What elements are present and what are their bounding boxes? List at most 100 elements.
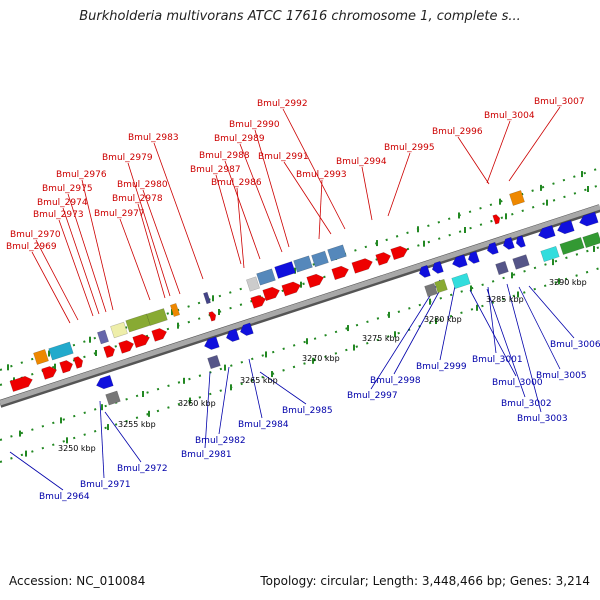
forward-gene-label[interactable]: Bmul_2975 <box>42 184 93 194</box>
forward-gene-arrow[interactable] <box>151 327 169 342</box>
forward-gene-arrow[interactable] <box>390 244 410 261</box>
reverse-gene-arrow[interactable] <box>467 250 480 265</box>
reverse-gene-arrow[interactable] <box>537 224 556 240</box>
forward-gene-arrow[interactable] <box>250 294 268 309</box>
forward-gene-arrow[interactable] <box>9 374 34 392</box>
forward-gene-label[interactable]: Bmul_2978 <box>112 194 163 204</box>
forward-gene-box[interactable] <box>293 255 313 273</box>
reverse-gene-box[interactable] <box>582 231 600 249</box>
forward-gene-arrow[interactable] <box>103 344 117 359</box>
forward-gene-arrow[interactable] <box>262 285 282 302</box>
reverse-gene-arrow[interactable] <box>431 260 444 275</box>
forward-gene-label[interactable]: Bmul_2994 <box>336 157 387 167</box>
reverse-gene-box[interactable] <box>207 354 221 370</box>
forward-gene-arrow[interactable] <box>331 264 351 281</box>
forward-gene-box[interactable] <box>48 341 74 361</box>
reverse-gene-label[interactable]: Bmul_2997 <box>347 391 398 401</box>
forward-gene-arrow[interactable] <box>132 332 152 349</box>
forward-gene-label[interactable]: Bmul_2988 <box>199 151 250 161</box>
forward-gene-arrow[interactable] <box>73 356 84 369</box>
forward-gene-label[interactable]: Bmul_2970 <box>10 230 61 240</box>
forward-gene-arrow[interactable] <box>351 257 374 274</box>
reverse-gene-label[interactable]: Bmul_2981 <box>181 450 232 460</box>
reverse-gene-label[interactable]: Bmul_2985 <box>282 406 333 416</box>
forward-gene-leader <box>283 161 332 235</box>
forward-gene-label[interactable]: Bmul_2995 <box>384 143 435 153</box>
reverse-gene-box[interactable] <box>424 282 438 298</box>
reverse-gene-label[interactable]: Bmul_3002 <box>501 399 552 409</box>
forward-gene-box[interactable] <box>509 190 525 206</box>
forward-gene-label[interactable]: Bmul_3007 <box>534 97 585 107</box>
reverse-gene-label[interactable]: Bmul_2998 <box>370 376 421 386</box>
reverse-gene-box[interactable] <box>559 237 585 255</box>
forward-gene-label[interactable]: Bmul_2974 <box>37 198 88 208</box>
reverse-gene-label[interactable]: Bmul_2999 <box>416 362 467 372</box>
reverse-gene-arrow[interactable] <box>514 235 526 249</box>
reverse-gene-box[interactable] <box>203 291 211 305</box>
forward-gene-label[interactable]: Bmul_2989 <box>214 134 265 144</box>
reverse-gene-label[interactable]: Bmul_3001 <box>472 355 523 365</box>
forward-gene-box[interactable] <box>327 244 347 262</box>
forward-gene-label[interactable]: Bmul_2980 <box>117 180 168 190</box>
forward-gene-box[interactable] <box>146 308 168 326</box>
forward-gene-box[interactable] <box>110 321 128 339</box>
forward-gene-label[interactable]: Bmul_3004 <box>484 111 535 121</box>
reverse-gene-box[interactable] <box>512 254 530 270</box>
forward-gene-label[interactable]: Bmul_2986 <box>211 178 262 188</box>
reverse-gene-label[interactable]: Bmul_2971 <box>80 480 131 490</box>
reverse-gene-arrow[interactable] <box>578 211 599 228</box>
forward-gene-arrow[interactable] <box>59 359 75 374</box>
forward-gene-arrow[interactable] <box>118 339 136 354</box>
reverse-gene-label[interactable]: Bmul_3003 <box>517 414 568 424</box>
forward-gene-arrow[interactable] <box>41 365 59 380</box>
forward-gene-box[interactable] <box>246 276 260 292</box>
forward-gene-label[interactable]: Bmul_2996 <box>432 127 483 137</box>
reverse-gene-arrow[interactable] <box>418 264 431 279</box>
forward-gene-label[interactable]: Bmul_2973 <box>33 210 84 220</box>
reverse-gene-label[interactable]: Bmul_2984 <box>238 420 289 430</box>
reverse-gene-box[interactable] <box>434 278 448 294</box>
forward-gene-arrow[interactable] <box>492 214 501 225</box>
reverse-gene-arrow[interactable] <box>239 322 254 337</box>
forward-gene-label[interactable]: Bmul_2990 <box>229 120 280 130</box>
reverse-gene-label[interactable]: Bmul_2982 <box>195 436 246 446</box>
reverse-gene-arrow[interactable] <box>486 241 499 256</box>
accession-text: Accession: NC_010084 <box>9 574 146 588</box>
forward-gene-box[interactable] <box>311 250 329 268</box>
reverse-gene-arrow[interactable] <box>556 219 575 235</box>
forward-gene-box[interactable] <box>33 349 49 365</box>
reverse-gene-box[interactable] <box>105 390 121 406</box>
forward-gene-arrow[interactable] <box>208 311 217 322</box>
forward-gene-arrow[interactable] <box>281 280 303 297</box>
forward-gene-arrow[interactable] <box>306 272 326 289</box>
reverse-gene-label[interactable]: Bmul_2972 <box>117 464 168 474</box>
reverse-gene-label[interactable]: Bmul_3000 <box>492 378 543 388</box>
forward-gene-box[interactable] <box>169 303 181 317</box>
reverse-gene-box[interactable] <box>495 260 509 276</box>
reverse-gene-arrow[interactable] <box>502 236 515 251</box>
forward-gene-box[interactable] <box>256 268 276 286</box>
forward-gene-box[interactable] <box>125 313 151 333</box>
forward-gene-label[interactable]: Bmul_2976 <box>56 170 107 180</box>
reverse-gene-box[interactable] <box>451 272 471 290</box>
reverse-gene-label[interactable]: Bmul_3006 <box>550 340 600 350</box>
forward-gene-box[interactable] <box>274 261 296 279</box>
reverse-gene-arrow[interactable] <box>95 374 114 390</box>
reverse-gene-arrow[interactable] <box>225 328 240 343</box>
reverse-gene-box[interactable] <box>540 245 560 263</box>
forward-gene-label[interactable]: Bmul_2979 <box>102 153 153 163</box>
forward-gene-arrow[interactable] <box>375 251 393 266</box>
reverse-gene-arrow[interactable] <box>451 254 468 270</box>
forward-gene-label[interactable]: Bmul_2991 <box>258 152 309 162</box>
forward-gene-box[interactable] <box>97 329 109 345</box>
forward-gene-label[interactable]: Bmul_2983 <box>128 133 179 143</box>
forward-gene-label[interactable]: Bmul_2969 <box>6 242 57 252</box>
reverse-gene-label[interactable]: Bmul_3005 <box>536 371 587 381</box>
forward-gene-label[interactable]: Bmul_2993 <box>296 170 347 180</box>
reverse-gene-arrow[interactable] <box>203 336 220 352</box>
forward-gene-label[interactable]: Bmul_2992 <box>257 99 308 109</box>
reverse-gene-label[interactable]: Bmul_2964 <box>39 492 90 502</box>
forward-gene-label[interactable]: Bmul_2987 <box>190 165 241 175</box>
forward-gene-label[interactable]: Bmul_2977 <box>94 209 145 219</box>
